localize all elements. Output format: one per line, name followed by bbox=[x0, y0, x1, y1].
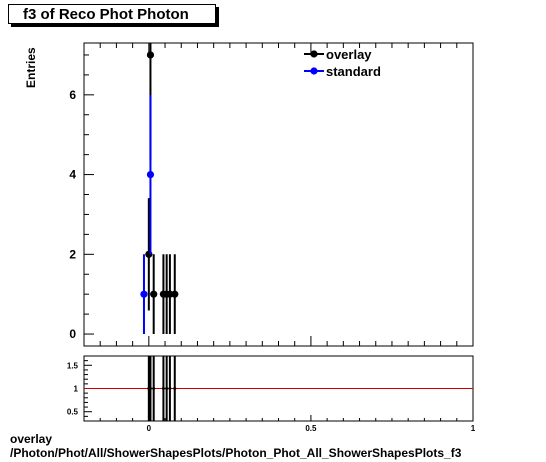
overlay-point bbox=[171, 290, 179, 298]
y-tick-label: 0 bbox=[69, 327, 76, 341]
legend-label-standard: standard bbox=[326, 64, 381, 79]
main-plot-frame bbox=[83, 42, 474, 347]
legend-marker-overlay bbox=[310, 50, 318, 58]
standard-point bbox=[140, 290, 148, 298]
ratio-y-tick-label: 1 bbox=[74, 385, 79, 394]
footer-line-2: /Photon/Phot/All/ShowerShapesPlots/Photo… bbox=[10, 446, 462, 460]
ratio-point bbox=[173, 387, 177, 390]
ratio-point bbox=[165, 387, 169, 390]
ratio-point bbox=[168, 387, 172, 390]
ratio-x-tick-label: 0 bbox=[147, 424, 152, 433]
standard-point bbox=[146, 170, 155, 179]
ratio-x-tick-label: 0.5 bbox=[305, 424, 317, 433]
legend-label-overlay: overlay bbox=[326, 47, 372, 62]
ratio-x-tick-label: 1 bbox=[471, 424, 476, 433]
y-tick-label: 2 bbox=[69, 247, 76, 261]
y-tick-label: 6 bbox=[69, 88, 76, 102]
ratio-y-tick-label: 0.5 bbox=[67, 408, 79, 417]
y-tick-label: 4 bbox=[69, 168, 76, 182]
ratio-point bbox=[161, 387, 165, 390]
legend-marker-standard bbox=[310, 67, 318, 75]
footer-line-1: overlay bbox=[10, 432, 53, 446]
overlay-point bbox=[150, 290, 158, 298]
ratio-y-tick-label: 1.5 bbox=[67, 361, 79, 370]
overlay-point bbox=[146, 51, 155, 59]
chart-title: f3 of Reco Phot Photon bbox=[8, 4, 216, 24]
ratio-point bbox=[148, 387, 152, 390]
ratio-point bbox=[152, 387, 156, 390]
